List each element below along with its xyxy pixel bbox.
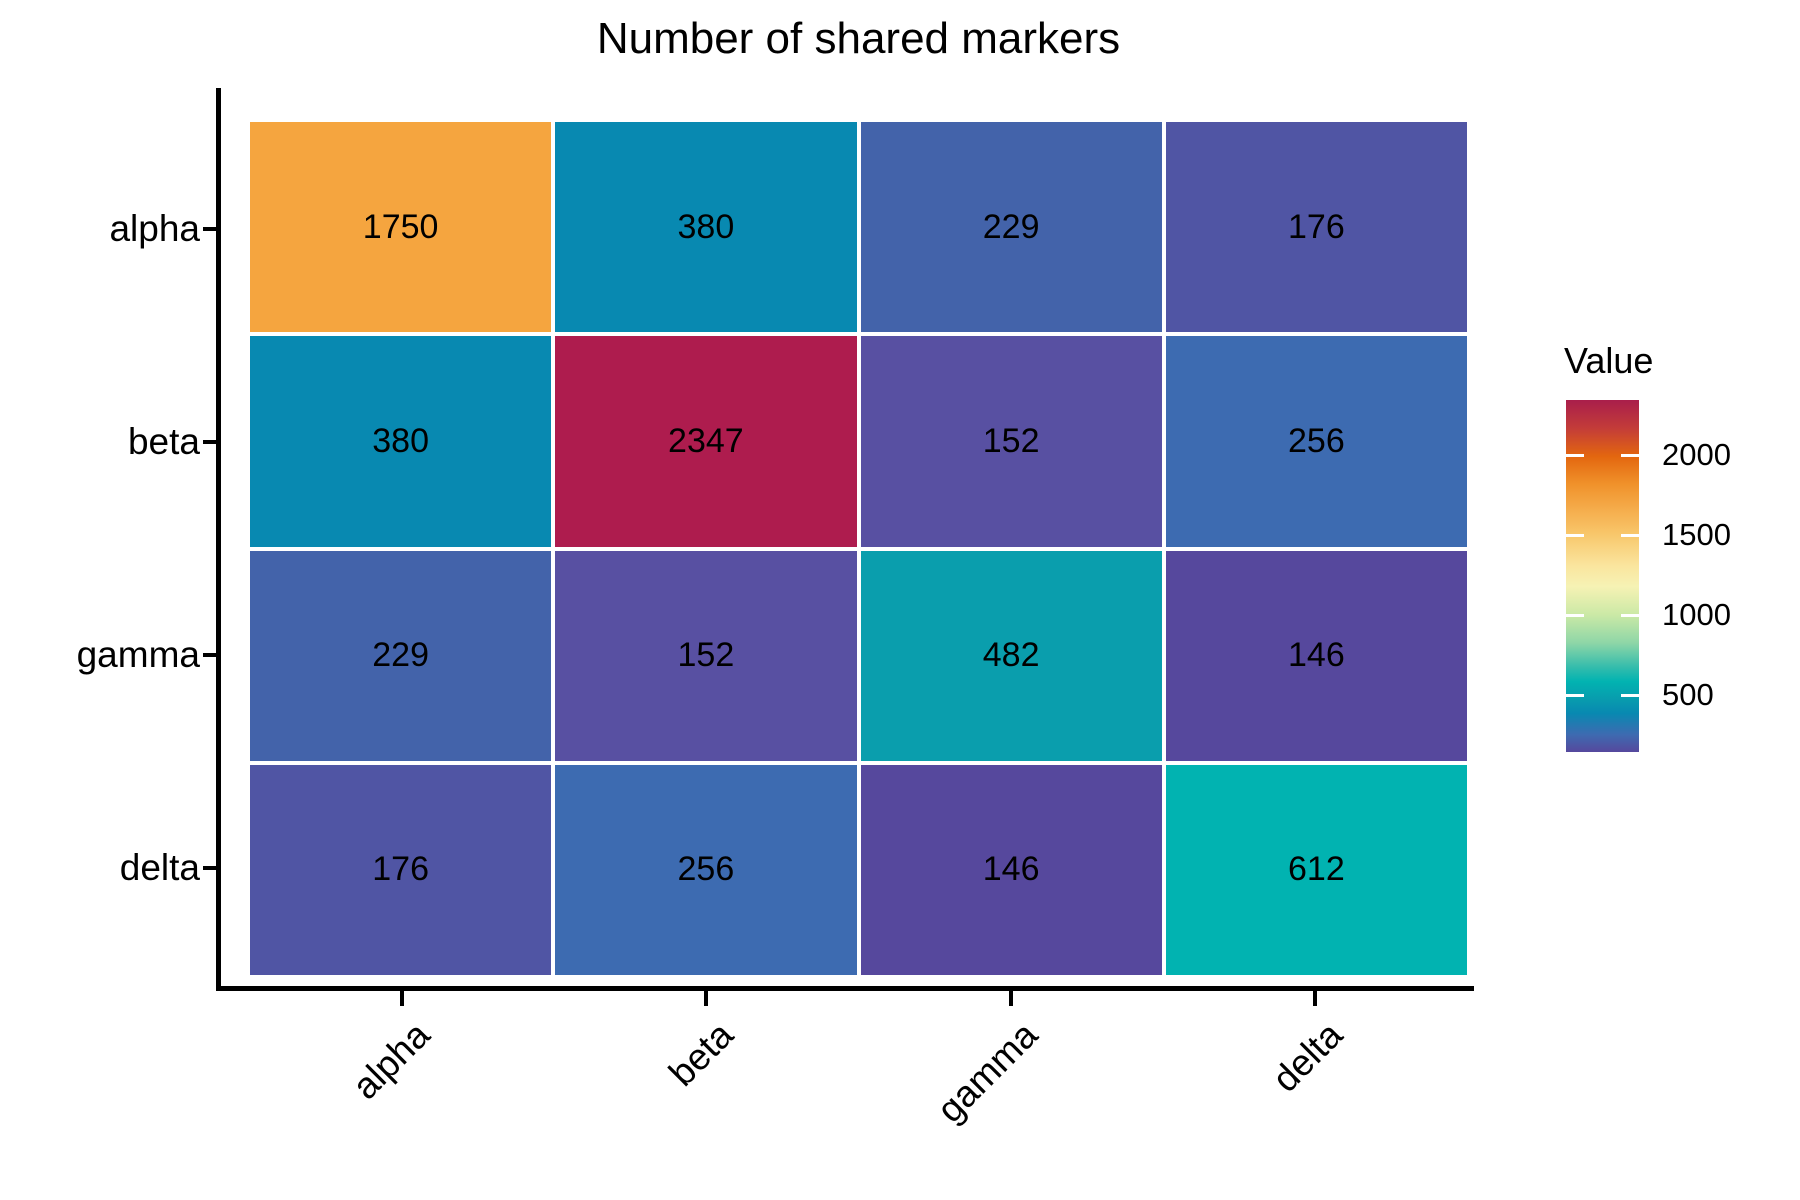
x-axis-line [216, 986, 1474, 991]
x-axis-tick [1008, 991, 1013, 1006]
heatmap-grid: 1750 380 229 176 380 2347 152 256 229 152 482 146 17… [250, 122, 1467, 975]
heatmap-cell-delta-gamma: 146 [860, 764, 1162, 975]
cell-value: 482 [982, 636, 1040, 675]
heatmap-cell-gamma-gamma: 482 [860, 550, 1162, 761]
legend-tick-label-1500: 1500 [1662, 517, 1731, 553]
x-axis-tick [1312, 991, 1317, 1006]
heatmap-cell-gamma-delta: 146 [1165, 550, 1467, 761]
x-axis-label-delta: delta [1264, 1014, 1350, 1100]
y-axis-label-alpha: alpha [109, 207, 200, 249]
legend-tick-label-2000: 2000 [1662, 437, 1731, 473]
cell-value: 146 [982, 850, 1040, 889]
x-axis-tick [400, 991, 405, 1006]
cell-value: 176 [372, 850, 429, 889]
heatmap-cell-gamma-beta: 152 [555, 550, 857, 761]
y-axis-label-beta: beta [127, 420, 200, 462]
legend-tick-label-500: 500 [1662, 677, 1714, 713]
heatmap-cell-beta-beta: 2347 [555, 336, 857, 547]
heatmap-cell-gamma-alpha: 229 [250, 550, 552, 761]
heatmap-cell-alpha-delta: 176 [1165, 122, 1467, 333]
legend-tick-mark-left [1566, 693, 1584, 697]
cell-value: 380 [372, 421, 429, 460]
heatmap-cell-delta-alpha: 176 [250, 764, 552, 975]
legend-tick-label-1000: 1000 [1662, 597, 1731, 633]
cell-value: 152 [982, 421, 1040, 460]
heatmap-cell-delta-beta: 256 [555, 764, 857, 975]
cell-value: 176 [1288, 207, 1345, 246]
legend-tick-mark-right [1621, 533, 1639, 537]
y-axis-line [216, 88, 221, 991]
heatmap-cell-beta-delta: 256 [1165, 336, 1467, 547]
y-axis-tick [203, 866, 217, 871]
y-axis-tick [203, 439, 217, 444]
legend-tick-mark-left [1566, 533, 1584, 537]
heatmap-cell-beta-alpha: 380 [250, 336, 552, 547]
y-axis-tick [203, 226, 217, 231]
cell-value: 1750 [362, 207, 439, 246]
legend-colorbar [1566, 400, 1639, 752]
x-axis-label-beta: beta [661, 1014, 742, 1094]
heatmap-cell-alpha-gamma: 229 [860, 122, 1162, 333]
legend-tick-mark-right [1621, 613, 1639, 617]
x-axis-tick [704, 991, 709, 1006]
y-axis-tick [203, 653, 217, 658]
legend-tick-mark-right [1621, 453, 1639, 457]
legend-tick-mark-right [1621, 693, 1639, 697]
x-axis-label-alpha: alpha [344, 1014, 438, 1108]
cell-value: 229 [372, 636, 429, 675]
cell-value: 2347 [668, 421, 744, 460]
legend-tick-mark-left [1566, 453, 1584, 457]
y-axis-label-gamma: gamma [76, 634, 200, 676]
cell-value: 256 [1288, 421, 1345, 460]
heatmap-cell-alpha-alpha: 1750 [250, 122, 552, 333]
cell-value: 256 [677, 850, 735, 889]
legend-tick-mark-left [1566, 613, 1584, 617]
cell-value: 612 [1288, 850, 1345, 889]
cell-value: 146 [1288, 636, 1345, 675]
x-axis-label-gamma: gamma [929, 1014, 1046, 1131]
y-axis-label-delta: delta [119, 847, 200, 889]
cell-value: 229 [982, 207, 1040, 246]
heatmap-cell-alpha-beta: 380 [555, 122, 857, 333]
cell-value: 152 [677, 636, 735, 675]
chart-title: Number of shared markers [596, 14, 1121, 63]
legend-title: Value [1564, 340, 1654, 381]
heatmap-cell-delta-delta: 612 [1165, 764, 1467, 975]
cell-value: 380 [677, 207, 735, 246]
heatmap-cell-beta-gamma: 152 [860, 336, 1162, 547]
